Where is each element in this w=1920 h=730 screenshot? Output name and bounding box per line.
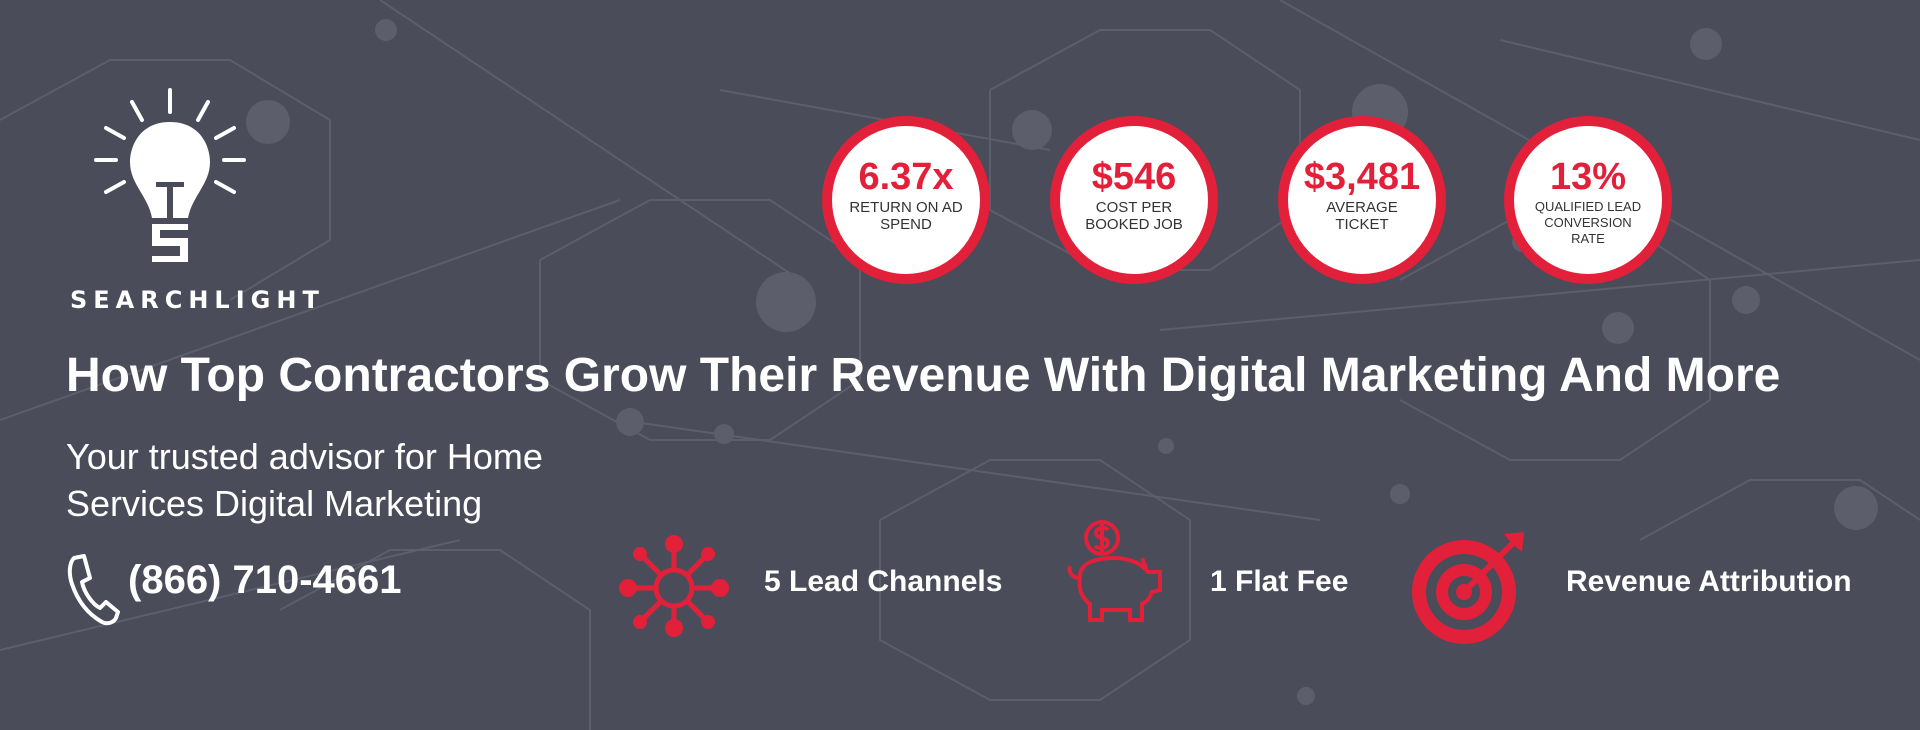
page-title: How Top Contractors Grow Their Revenue W… [66,349,1781,402]
stat-average-ticket: $3,481 AVERAGE TICKET [1278,116,1446,284]
feature-flat-fee: 1 Flat Fee [1210,565,1349,598]
stat-label: COST PER BOOKED JOB [1085,199,1183,233]
stat-value: 13% [1549,156,1627,198]
subheadline: Your trusted advisor for Home Services D… [66,436,543,524]
piggy-bank-icon [1067,520,1162,622]
stat-cost-per-job: $546 COST PER BOOKED JOB [1050,116,1218,284]
target-icon [1412,532,1524,644]
stat-value: 6.37x [858,156,954,198]
phone-icon [67,554,120,626]
feature-lead-channels: 5 Lead Channels [764,565,1003,598]
feature-revenue-attribution: Revenue Attribution [1566,565,1852,598]
stat-value: $3,481 [1303,156,1421,198]
stat-label: RETURN ON AD SPEND [849,199,963,233]
lightbulb-icon [94,88,246,262]
phone-number-link[interactable]: (866) 710-4661 [128,558,402,602]
brand-name: SEARCHLIGHT [70,286,325,314]
stat-conversion-rate: 13% QUALIFIED LEAD CONVERSION RATE [1504,116,1672,284]
stat-value: $546 [1091,156,1177,198]
stat-label: AVERAGE TICKET [1326,199,1398,233]
stat-roas: 6.37x RETURN ON AD SPEND [822,116,990,284]
stat-label: QUALIFIED LEAD CONVERSION RATE [1534,199,1642,246]
network-icon [619,535,729,637]
